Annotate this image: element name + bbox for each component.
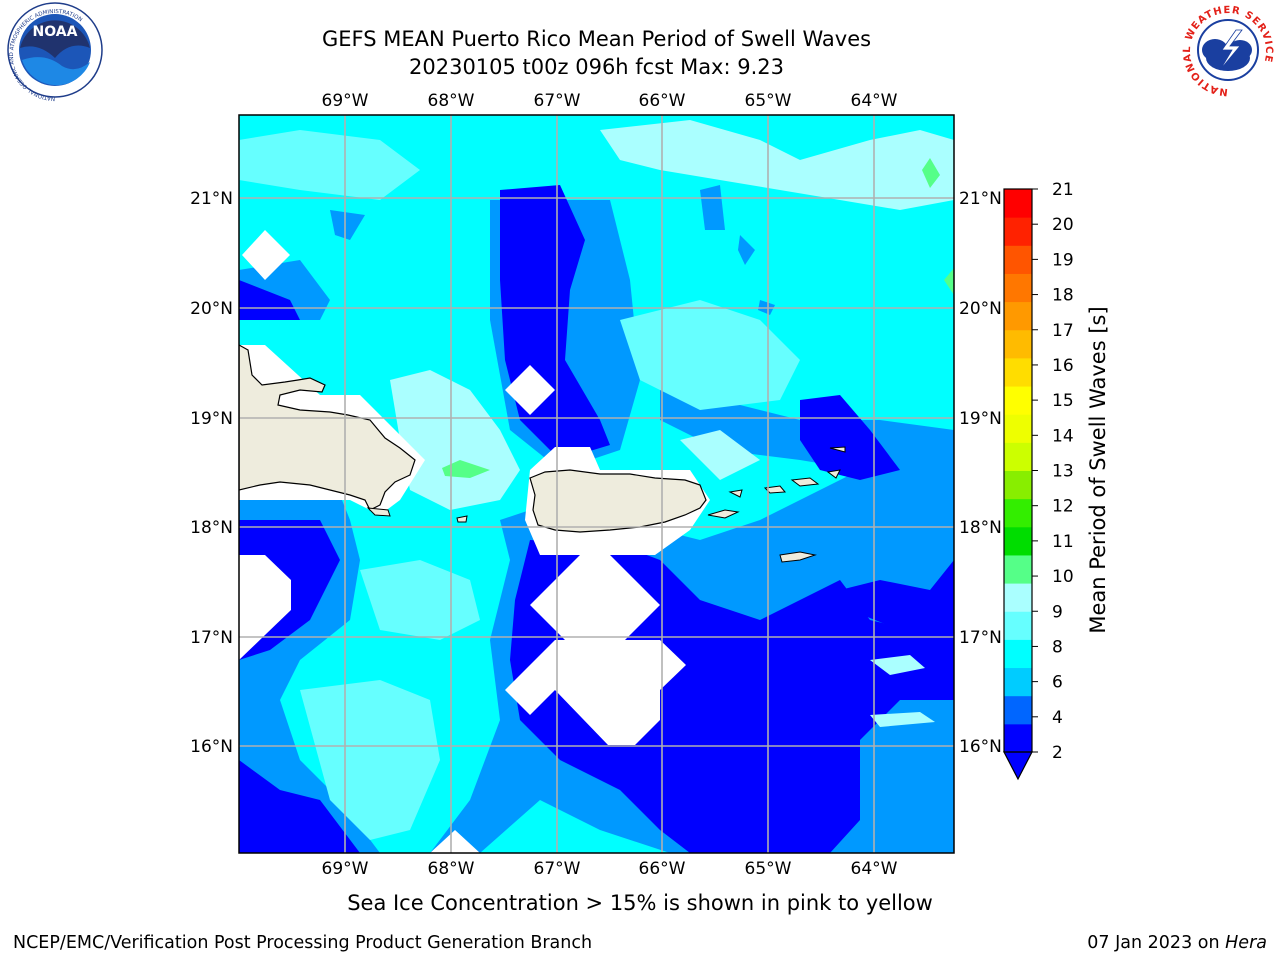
colorbar-segment — [1004, 526, 1032, 556]
colorbar-segment — [1004, 273, 1032, 303]
noaa-logo: NOAA NATIONAL OCEANIC AND ATMOSPHERIC AD… — [7, 2, 103, 101]
colorbar-segment — [1004, 667, 1032, 697]
colorbar-tick-label: 11 — [1052, 532, 1074, 552]
colorbar-segment — [1004, 189, 1032, 218]
lat-label: 17°N — [959, 628, 1002, 648]
lat-label: 20°N — [959, 299, 1002, 319]
lon-label: 67°W — [534, 91, 581, 111]
lat-label: 18°N — [190, 518, 233, 538]
colorbar-tick-label: 8 — [1052, 637, 1063, 657]
lat-label: 20°N — [190, 299, 233, 319]
colorbar-tick-label: 16 — [1052, 356, 1074, 376]
lon-label: 66°W — [639, 859, 686, 879]
lat-label: 21°N — [959, 189, 1002, 209]
lon-labels-bottom: 69°W 68°W 67°W 66°W 65°W 64°W — [322, 859, 898, 879]
lon-label: 64°W — [851, 91, 898, 111]
colorbar-segment — [1004, 554, 1032, 584]
colorbar-segment — [1004, 723, 1032, 753]
lat-label: 18°N — [959, 518, 1002, 538]
colorbar-label: Mean Period of Swell Waves [s] — [1086, 306, 1110, 633]
colorbar-tick-label: 21 — [1052, 180, 1074, 200]
colorbar-tick-label: 19 — [1052, 250, 1074, 270]
colorbar-segment — [1004, 329, 1032, 359]
lon-label: 69°W — [322, 91, 369, 111]
isla-saona — [456, 515, 468, 523]
chart-subtitle: 20230105 t00z 096h fcst Max: 9.23 — [409, 55, 784, 79]
colorbar-ticks: 21 20 19 18 17 16 15 14 13 12 11 10 9 8 6 4 2 — [1032, 180, 1074, 763]
lon-label: 64°W — [851, 859, 898, 879]
lon-labels-top: 69°W 68°W 67°W 66°W 65°W 64°W — [322, 91, 898, 111]
lon-label: 67°W — [534, 859, 581, 879]
colorbar-tick-label: 13 — [1052, 462, 1074, 482]
colorbar-segment — [1004, 442, 1032, 471]
nws-logo: NATIONAL WEATHER SERVICE — [1182, 4, 1274, 97]
colorbar-tick-label: 14 — [1052, 426, 1074, 446]
lon-label: 66°W — [639, 91, 686, 111]
colorbar-segment — [1004, 386, 1032, 415]
period-contour-8-9 — [239, 120, 954, 840]
colorbar-segment — [1004, 611, 1032, 640]
colorbar-segment — [1004, 583, 1032, 612]
sea-ice-caption: Sea Ice Concentration > 15% is shown in … — [347, 891, 933, 915]
lat-label: 19°N — [190, 409, 233, 429]
colorbar-tick-label: 18 — [1052, 286, 1074, 306]
lat-label: 16°N — [190, 737, 233, 757]
colorbar-segment — [1004, 470, 1032, 500]
colorbar-segment — [1004, 695, 1032, 725]
colorbar-extend-arrow — [1003, 751, 1033, 781]
colorbar-tick-label: 12 — [1052, 497, 1074, 517]
lat-label: 21°N — [190, 189, 233, 209]
map-frame — [238, 114, 955, 854]
lat-label: 19°N — [959, 409, 1002, 429]
gridlines — [239, 115, 954, 853]
lat-labels-right: 21°N 20°N 19°N 18°N 17°N 16°N — [959, 189, 1002, 757]
lon-label: 65°W — [745, 91, 792, 111]
period-contour-9-10 — [442, 158, 954, 478]
hispaniola-land — [239, 344, 416, 511]
colorbar-tick-label: 9 — [1052, 602, 1063, 622]
footer-credit: NCEP/EMC/Verification Post Processing Pr… — [13, 933, 593, 953]
map-area — [239, 115, 954, 853]
colorbar-tick-label: 20 — [1052, 215, 1074, 235]
colorbar-tick-label: 10 — [1052, 567, 1074, 587]
colorbar-segment — [1004, 357, 1032, 387]
colorbar-segment — [1004, 301, 1032, 331]
lon-label: 68°W — [428, 91, 475, 111]
virgin-islands — [707, 446, 846, 563]
lon-label: 68°W — [428, 859, 475, 879]
colorbar — [1003, 188, 1033, 781]
colorbar-tick-label: 17 — [1052, 321, 1074, 341]
colorbar-segment — [1004, 639, 1032, 669]
colorbar-tick-label: 6 — [1052, 673, 1063, 693]
chart-title: GEFS MEAN Puerto Rico Mean Period of Swe… — [321, 27, 872, 51]
lon-label: 69°W — [322, 859, 369, 879]
footer-date: 07 Jan 2023 on Hera — [1087, 933, 1267, 953]
lon-label: 65°W — [745, 859, 792, 879]
footer-date-text: 07 Jan 2023 on — [1087, 933, 1226, 953]
colorbar-segment — [1004, 414, 1032, 443]
lat-label: 16°N — [959, 737, 1002, 757]
colorbar-segment — [1004, 245, 1032, 274]
colorbar-tick-label: 4 — [1052, 708, 1063, 728]
noaa-logo-text: NOAA — [33, 24, 78, 40]
colorbar-segment — [1004, 217, 1032, 246]
lat-label: 17°N — [190, 628, 233, 648]
isla-beata — [366, 507, 391, 517]
colorbar-segment — [1004, 498, 1032, 528]
colorbar-tick-label: 2 — [1052, 743, 1063, 763]
footer-host: Hera — [1225, 933, 1267, 953]
lat-labels-left: 21°N 20°N 19°N 18°N 17°N 16°N — [190, 189, 233, 757]
colorbar-tick-label: 15 — [1052, 391, 1074, 411]
